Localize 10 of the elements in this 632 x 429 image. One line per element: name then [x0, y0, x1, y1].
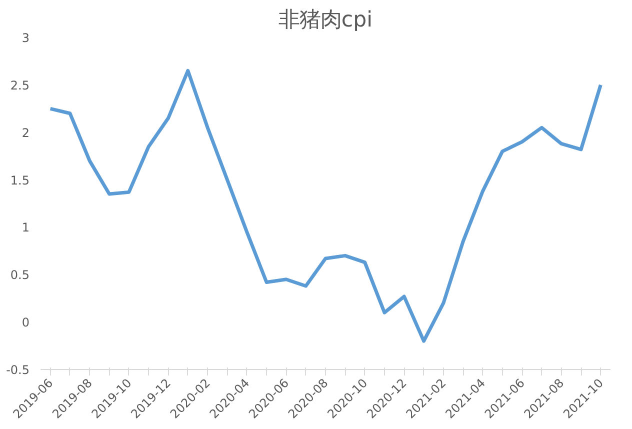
y-tick-label: 1 — [22, 220, 30, 235]
y-tick-label: -0.5 — [6, 363, 30, 377]
chart-title: 非猪肉cpi — [278, 8, 373, 32]
y-tick-label: 2 — [22, 126, 30, 140]
y-tick-label: 1.5 — [10, 173, 30, 188]
line-series — [48, 68, 602, 343]
y-tick-label: 2.5 — [10, 78, 30, 92]
y-tick-label: 0 — [22, 316, 30, 330]
y-tick-label: 3 — [22, 31, 30, 45]
y-tick-label: 0.5 — [10, 268, 30, 282]
